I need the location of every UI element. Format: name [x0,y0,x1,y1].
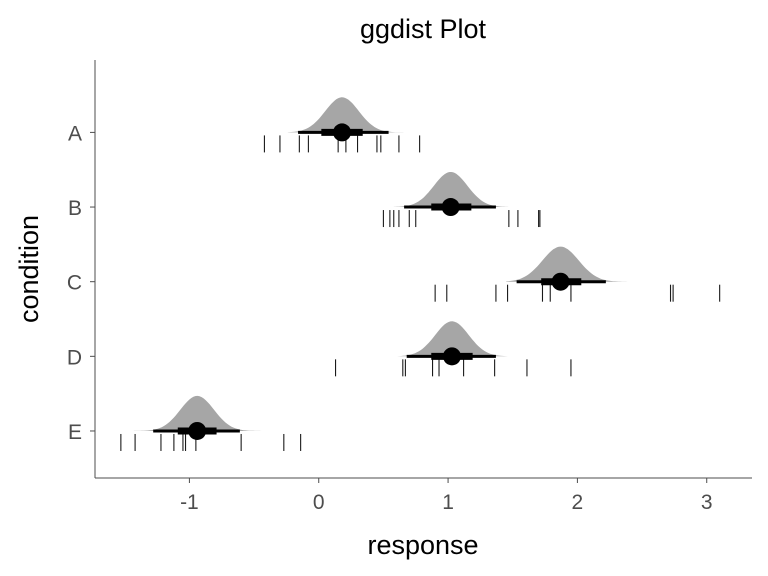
point-estimate [441,198,460,217]
x-tick-label: 2 [572,491,584,514]
y-tick-label: E [68,421,82,444]
x-tick-label: -1 [180,491,199,514]
series-B [382,172,541,228]
y-tick-label: C [67,272,82,295]
y-axis-title: condition [14,215,44,323]
point-estimate [188,421,207,440]
x-axis: -1 0 1 2 3 [180,478,713,514]
density-slab [393,172,509,207]
density-slab [387,321,526,357]
series-E [120,395,302,451]
density-slab [133,395,274,431]
plot-area [120,97,721,451]
y-tick-label: B [68,197,82,220]
y-tick-label: D [67,346,82,369]
y-tick-label: A [68,122,82,145]
series-D [335,321,572,377]
point-estimate [551,272,570,291]
point-estimate [333,123,352,142]
chart-title: ggdist Plot [360,14,487,44]
series-C [434,246,721,302]
series-A [263,97,421,153]
density-slab [506,246,633,282]
x-tick-label: 1 [442,491,454,514]
point-estimate [442,347,461,366]
x-tick-label: 0 [313,491,325,514]
x-axis-title: response [367,530,478,560]
density-slab [287,97,410,133]
y-axis: A B C D E [67,122,95,444]
x-tick-label: 3 [701,491,713,514]
